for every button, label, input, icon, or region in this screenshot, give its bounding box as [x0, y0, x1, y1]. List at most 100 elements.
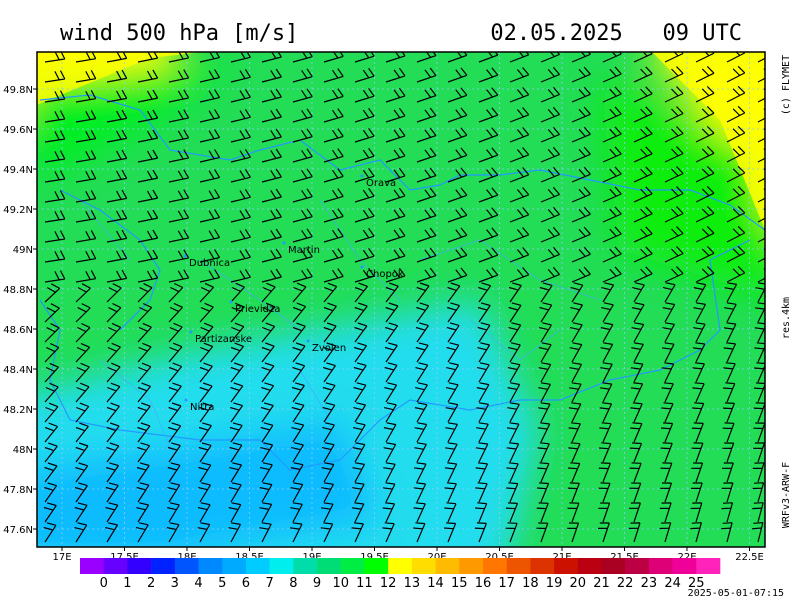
lon-label: 21E	[552, 552, 571, 563]
wind-barbs	[43, 52, 765, 543]
lat-label: 49.4N	[3, 165, 33, 176]
credit: (c) FLYMET	[781, 55, 792, 115]
colorbar-label: 21	[593, 576, 610, 591]
colorbar-swatch	[293, 558, 318, 574]
place-marker	[184, 398, 188, 402]
colorbar-swatch	[222, 558, 247, 574]
lat-label: 48.6N	[3, 325, 33, 336]
place-label: Dubnica	[189, 258, 230, 269]
place-label: Nitra	[190, 402, 214, 413]
lat-label: 47.6N	[3, 525, 33, 536]
colorbar-swatch	[364, 558, 389, 574]
colorbar-label: 6	[242, 576, 250, 591]
colorbar-label: 25	[688, 576, 705, 591]
colorbar-label: 14	[427, 576, 444, 591]
colorbar-label: 22	[617, 576, 634, 591]
place-label: Chopok	[366, 269, 404, 280]
colorbar-swatch	[672, 558, 697, 574]
lat-label: 48.2N	[3, 405, 33, 416]
colorbar-swatch	[388, 558, 413, 574]
colorbar-label: 2	[147, 576, 155, 591]
colorbar-label: 17	[498, 576, 515, 591]
colorbar-label: 19	[546, 576, 563, 591]
colorbar-swatch	[411, 558, 436, 574]
lat-label: 49N	[13, 245, 33, 256]
colorbar-label: 23	[641, 576, 658, 591]
lon-label: 22E	[677, 552, 696, 563]
model: WRFv3-ARW-F	[781, 462, 792, 528]
lon-label: 19.5E	[360, 552, 389, 563]
place-label: Orava	[366, 178, 396, 189]
colorbar-swatch	[459, 558, 484, 574]
colorbar-swatch	[435, 558, 460, 574]
colorbar-label: 5	[218, 576, 226, 591]
colorbar-swatch	[269, 558, 294, 574]
place-label: Martin	[288, 245, 320, 256]
issued-time: 2025-05-01-07:15	[688, 588, 784, 599]
colorbar-swatch	[625, 558, 650, 574]
colorbar-swatch	[530, 558, 555, 574]
lon-label: 18.5E	[235, 552, 264, 563]
lon-label: 17E	[52, 552, 71, 563]
place-marker	[282, 241, 286, 245]
colorbar-swatch	[127, 558, 152, 574]
lon-label: 20E	[427, 552, 446, 563]
colorbar-label: 15	[451, 576, 468, 591]
colorbar-label: 20	[570, 576, 587, 591]
resolution: res.4km	[781, 297, 792, 339]
colorbar-label: 1	[123, 576, 131, 591]
lat-label: 48N	[13, 445, 33, 456]
colorbar-label: 12	[380, 576, 397, 591]
colorbar-label: 11	[356, 576, 373, 591]
colorbar: 0 1 2 3 4 5 6 7 8 9 10 11 12 13 14 15 16 17 18 19 20 21 22 23 24…	[80, 558, 721, 591]
colorbar-swatch	[103, 558, 128, 574]
place-label: Zvolen	[312, 343, 346, 354]
colorbar-swatch	[245, 558, 270, 574]
place-marker	[306, 339, 310, 343]
lon-label: 17.5E	[110, 552, 139, 563]
colorbar-swatch	[482, 558, 507, 574]
colorbar-swatch	[151, 558, 176, 574]
place-marker	[360, 265, 364, 269]
colorbar-swatch	[317, 558, 342, 574]
lat-label: 49.6N	[3, 125, 33, 136]
place-marker	[360, 174, 364, 178]
colorbar-swatch	[340, 558, 365, 574]
lat-label: 48.8N	[3, 285, 33, 296]
place-marker	[189, 330, 193, 334]
place-marker	[229, 300, 233, 304]
colorbar-label: 3	[171, 576, 179, 591]
colorbar-swatch	[198, 558, 223, 574]
lon-label: 20.5E	[485, 552, 514, 563]
place-label: Partizanske	[195, 334, 252, 345]
colorbar-swatch	[554, 558, 579, 574]
colorbar-label: 13	[404, 576, 421, 591]
colorbar-swatch	[80, 558, 105, 574]
lon-label: 22.5E	[735, 552, 764, 563]
colorbar-swatch	[696, 558, 721, 574]
colorbar-label: 8	[289, 576, 297, 591]
colorbar-label: 16	[475, 576, 492, 591]
lat-label: 49.2N	[3, 205, 33, 216]
map-frame	[36, 51, 766, 548]
lat-label: 48.4N	[3, 365, 33, 376]
lon-label: 19E	[302, 552, 321, 563]
valid-time: 02.05.2025 09 UTC	[490, 21, 742, 46]
colorbar-label: 10	[332, 576, 349, 591]
colorbar-swatch	[648, 558, 673, 574]
places: Orava Dubnica Martin Chopok Prievidza Partiza…	[183, 174, 404, 413]
axis-ticks: 49.8N 49.6N 49.4N 49.2N 49N 48.8N 48.6N 48.4N 48…	[3, 85, 764, 563]
colorbar-label: 4	[194, 576, 202, 591]
colorbar-label: 0	[100, 576, 108, 591]
colorbar-label: 18	[522, 576, 539, 591]
colorbar-label: 24	[664, 576, 681, 591]
colorbar-swatch	[577, 558, 602, 574]
colorbar-swatch	[506, 558, 531, 574]
colorbar-label: 7	[265, 576, 273, 591]
place-marker	[183, 254, 187, 258]
lon-label: 21.5E	[610, 552, 639, 563]
place-label: Prievidza	[235, 304, 280, 315]
lat-label: 47.8N	[3, 485, 33, 496]
